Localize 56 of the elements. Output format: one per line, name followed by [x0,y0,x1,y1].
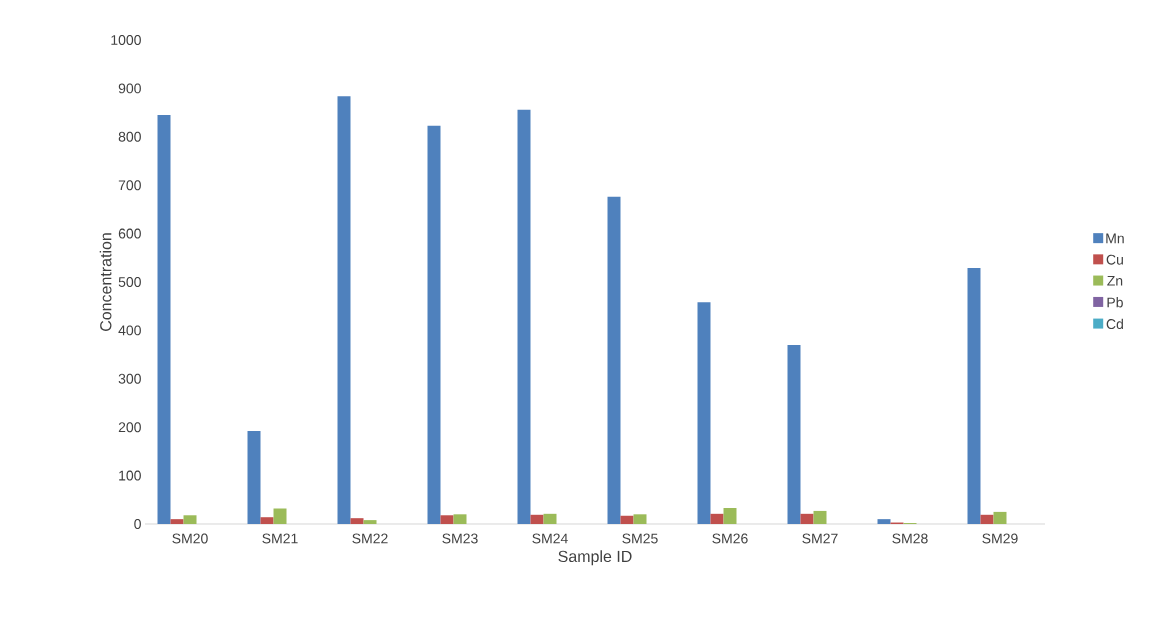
x-tick-label: SM21 [262,533,298,544]
y-tick-label: 800 [118,131,141,142]
y-tick-label: 200 [118,422,141,433]
bar [697,302,711,524]
y-tick-label: 1000 [111,35,141,45]
bar [453,514,467,524]
y-tick-label: 600 [118,228,141,239]
y-tick-label: 400 [118,325,141,336]
legend-label: Cd [1106,318,1123,330]
bar [710,513,724,524]
x-tick-label: SM24 [532,533,568,544]
bar [427,125,441,524]
y-tick-label: 100 [119,470,141,481]
x-tick-label: SM20 [172,533,208,544]
legend-label: Zn [1107,275,1123,286]
x-tick-label: SM29 [982,533,1018,544]
bar [723,508,737,524]
bar [980,514,994,524]
x-tick-label: SM28 [892,533,928,544]
x-tick-label: SM23 [442,533,478,544]
bar [183,515,197,524]
y-tick-label: 900 [118,83,141,94]
bar [337,96,351,524]
bar [633,514,647,524]
x-tick-label: SM26 [712,533,748,544]
y-tick-label: 700 [118,180,141,191]
legend-label: Cu [1106,254,1123,265]
bar [543,513,557,524]
legend-label: Mn [1106,233,1124,244]
bar [993,511,1007,524]
bar [517,109,531,524]
bar [800,513,814,524]
bar [813,510,827,524]
y-tick-label: 0 [134,519,141,529]
bar [440,515,454,524]
legend-label: Pb [1107,297,1123,308]
bar [787,344,801,524]
bar [350,518,364,524]
bar [247,431,261,524]
x-tick-label: SM25 [622,533,658,544]
bar [273,508,287,524]
y-axis-title: Concentration [99,233,112,331]
bar [260,517,274,524]
y-tick-label: 500 [118,277,141,287]
bar [620,515,634,524]
x-axis-title: Sample ID [558,550,632,566]
bar [170,519,184,524]
x-tick-label: SM22 [352,533,388,544]
y-tick-label: 300 [118,373,141,384]
bar [967,267,981,524]
bar [877,519,891,524]
bar [607,196,621,524]
bar [363,520,377,524]
bar [157,115,171,524]
x-tick-label: SM27 [802,533,838,544]
bar [530,514,544,524]
